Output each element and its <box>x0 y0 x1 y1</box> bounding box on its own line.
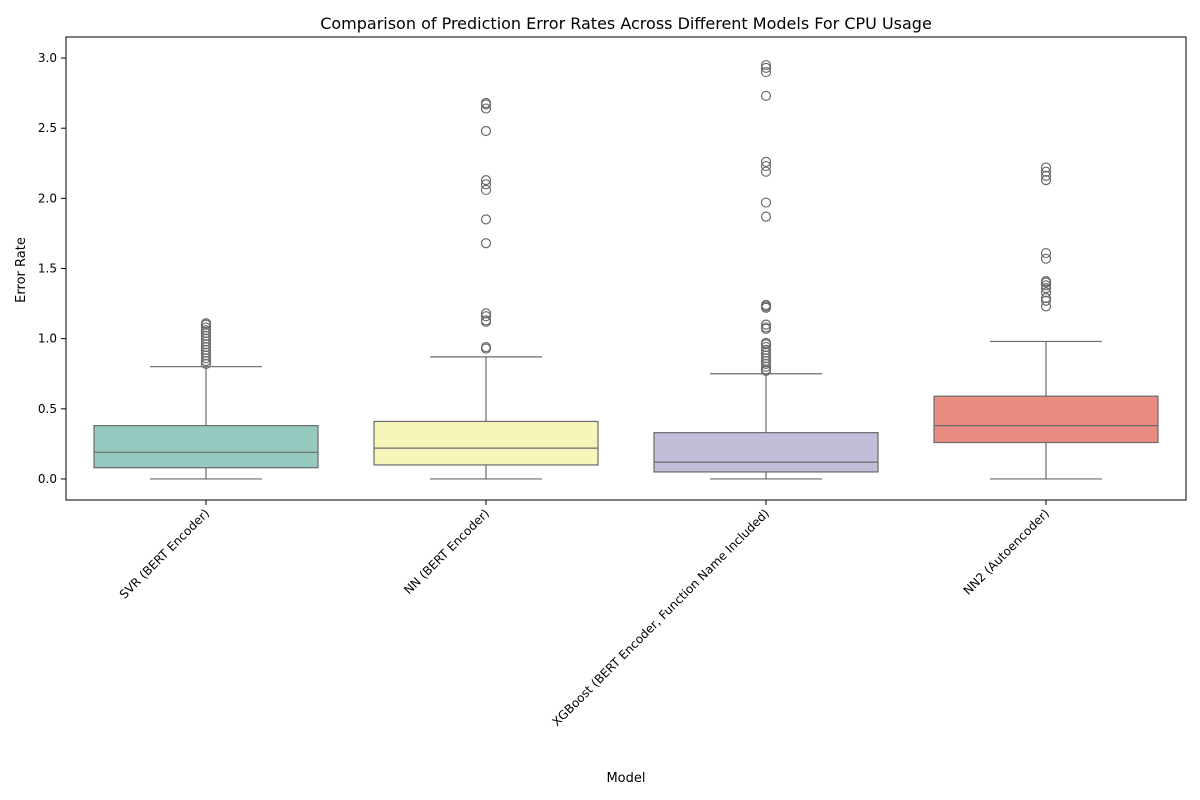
outlier-point <box>200 322 212 333</box>
outlier-point <box>200 318 212 329</box>
box-iqr <box>93 425 319 469</box>
outlier-point <box>760 344 772 355</box>
outlier-point <box>480 311 492 322</box>
outlier-point <box>480 125 492 137</box>
outlier-point <box>1040 287 1052 298</box>
x-tick-label: NN2 (Autoencoder) <box>961 506 1053 598</box>
outlier-point <box>1040 280 1052 291</box>
outlier-point <box>480 103 492 114</box>
y-tick-label: 1.5 <box>38 262 57 276</box>
outlier-point <box>760 341 772 353</box>
outlier-point <box>1040 162 1052 173</box>
x-tick-label: XGBoost (BERT Encoder, Function Name Inc… <box>549 506 772 729</box>
box-iqr <box>653 432 879 473</box>
box-group <box>93 318 319 480</box>
outlier-point <box>760 299 772 311</box>
box-group <box>653 59 879 480</box>
outlier-point <box>1040 247 1052 259</box>
outlier-point <box>480 214 492 225</box>
outlier-point <box>480 184 492 196</box>
outlier-point <box>760 66 772 78</box>
outlier-point <box>480 179 492 190</box>
outlier-point <box>1040 166 1052 177</box>
outlier-point <box>480 315 492 326</box>
outlier-point <box>760 319 772 330</box>
y-tick-label: 2.0 <box>38 191 57 205</box>
x-tick-label: SVR (BERT Encoder) <box>117 506 212 601</box>
y-tick-label: 0.0 <box>38 472 57 486</box>
outlier-point <box>480 238 492 249</box>
outlier-point <box>760 211 772 222</box>
box-group <box>373 97 599 480</box>
outlier-point <box>200 325 212 336</box>
outlier-point <box>1040 253 1052 264</box>
outlier-point <box>760 90 772 102</box>
outlier-point <box>760 322 772 333</box>
outlier-point <box>1040 283 1052 294</box>
outlier-point <box>480 175 492 186</box>
y-tick-label: 1.0 <box>38 332 57 346</box>
outlier-point <box>760 156 772 167</box>
outlier-point <box>760 59 772 71</box>
plot-area <box>93 59 1159 480</box>
box-iqr <box>373 420 599 466</box>
outlier-point <box>480 97 492 109</box>
outlier-point <box>760 160 772 172</box>
outlier-point <box>1040 276 1052 287</box>
y-tick-label: 0.5 <box>38 402 57 416</box>
y-tick-label: 3.0 <box>38 51 57 65</box>
box-group <box>933 162 1159 480</box>
outlier-point <box>760 197 772 208</box>
x-axis-label: Model <box>606 771 645 786</box>
outlier-point <box>480 341 492 353</box>
x-tick-label: NN (BERT Encoder) <box>401 506 492 597</box>
outlier-point <box>760 166 772 177</box>
chart-title: Comparison of Prediction Error Rates Acr… <box>320 14 932 33</box>
outlier-point <box>1040 292 1052 304</box>
outlier-point <box>760 62 772 73</box>
outlier-point <box>760 337 772 348</box>
y-tick-label: 2.5 <box>38 121 57 135</box>
outlier-point <box>480 308 492 319</box>
box-iqr <box>933 395 1159 444</box>
y-axis-label: Error Rate <box>14 237 29 303</box>
